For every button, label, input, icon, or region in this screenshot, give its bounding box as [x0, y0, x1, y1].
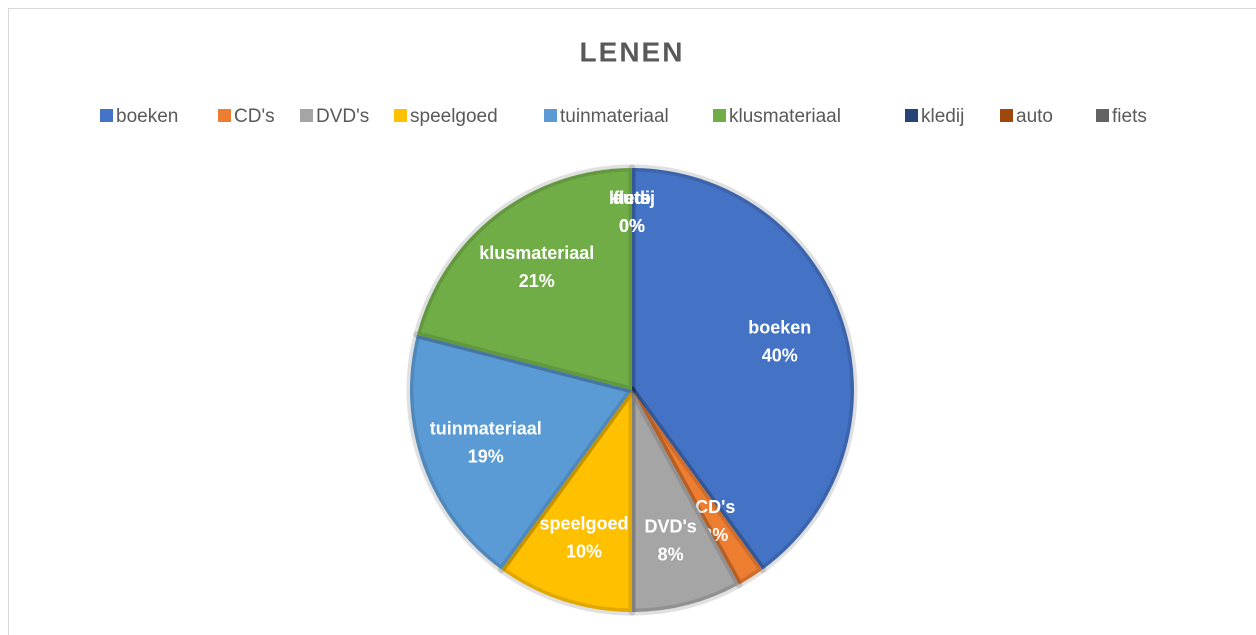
data-label-value: 8% — [658, 544, 684, 564]
data-label-value: 21% — [519, 271, 555, 291]
legend-label: tuinmateriaal — [560, 106, 669, 127]
data-label-name: klusmateriaal — [479, 243, 594, 263]
legend-swatch — [394, 109, 407, 122]
data-label-name: DVD's — [644, 516, 696, 536]
data-label-value: 0% — [619, 216, 645, 236]
data-label-name: boeken — [748, 318, 811, 338]
pie-slice — [628, 164, 858, 574]
data-label-value: 0% — [619, 216, 645, 236]
legend-swatch — [544, 109, 557, 122]
legend-label: CD's — [234, 106, 275, 127]
pie-slice — [498, 386, 636, 616]
legend-label: DVD's — [316, 106, 369, 127]
legend-label: kledij — [921, 106, 964, 127]
legend-label: speelgoed — [410, 106, 498, 127]
data-label-name: tuinmateriaal — [430, 418, 542, 438]
legend-swatch — [1096, 109, 1109, 122]
data-label-name: kledij — [609, 188, 655, 208]
data-label-value: 19% — [468, 446, 504, 466]
pie-slice — [413, 164, 636, 394]
data-label-name: CD's — [695, 497, 735, 517]
data-label-name: speelgoed — [539, 514, 628, 534]
legend-label: boeken — [116, 106, 178, 127]
legend-swatch — [100, 109, 113, 122]
legend-label: auto — [1016, 106, 1053, 127]
pie-slice — [406, 331, 636, 574]
legend-swatch — [1000, 109, 1013, 122]
data-label-name: fiets — [613, 188, 650, 208]
pie-slice — [628, 386, 743, 616]
legend-label: fiets — [1112, 106, 1147, 127]
legend-swatch — [300, 109, 313, 122]
data-label-name: auto — [613, 188, 651, 208]
chart-title: LENEN — [580, 36, 685, 67]
pie-slice — [628, 386, 766, 589]
legend-swatch — [905, 109, 918, 122]
data-label-value: 0% — [619, 216, 645, 236]
data-label-value: 40% — [762, 346, 798, 366]
legend-label: klusmateriaal — [729, 106, 841, 127]
data-label-value: 10% — [566, 542, 602, 562]
legend-swatch — [713, 109, 726, 122]
legend-swatch — [218, 109, 231, 122]
